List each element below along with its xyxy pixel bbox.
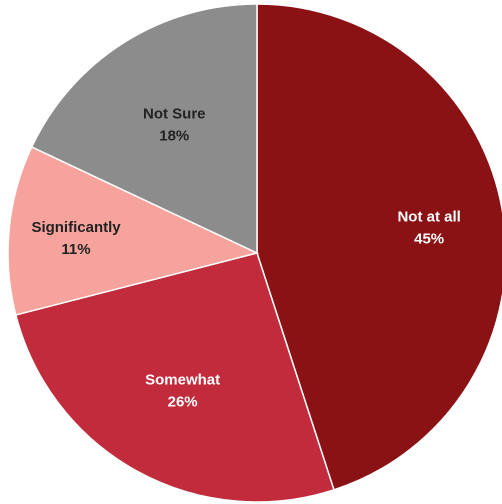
slice-label-group-not-sure: Not Sure 18% <box>143 106 206 145</box>
slice-label-somewhat: Somewhat <box>145 371 220 388</box>
slice-label-group-significantly: Significantly 11% <box>31 219 121 258</box>
slice-label-significantly: Significantly <box>31 219 121 236</box>
slice-label-not-sure: Not Sure <box>143 106 206 123</box>
slice-value-somewhat: 26% <box>168 393 198 410</box>
pie-slice-somewhat <box>14 252 335 503</box>
pie-slice-significantly <box>7 145 260 316</box>
slice-value-significantly: 11% <box>61 241 90 258</box>
pie-slice-not-sure <box>30 3 258 255</box>
slice-label-group-not-at-all: Not at all 45% <box>397 209 460 248</box>
slice-label-group-somewhat: Somewhat 26% <box>145 371 220 410</box>
slice-value-not-at-all: 45% <box>414 231 444 248</box>
slice-value-not-sure: 18% <box>159 128 189 145</box>
pie-slice-not-at-all <box>256 3 502 491</box>
slice-label-not-at-all: Not at all <box>397 209 460 226</box>
